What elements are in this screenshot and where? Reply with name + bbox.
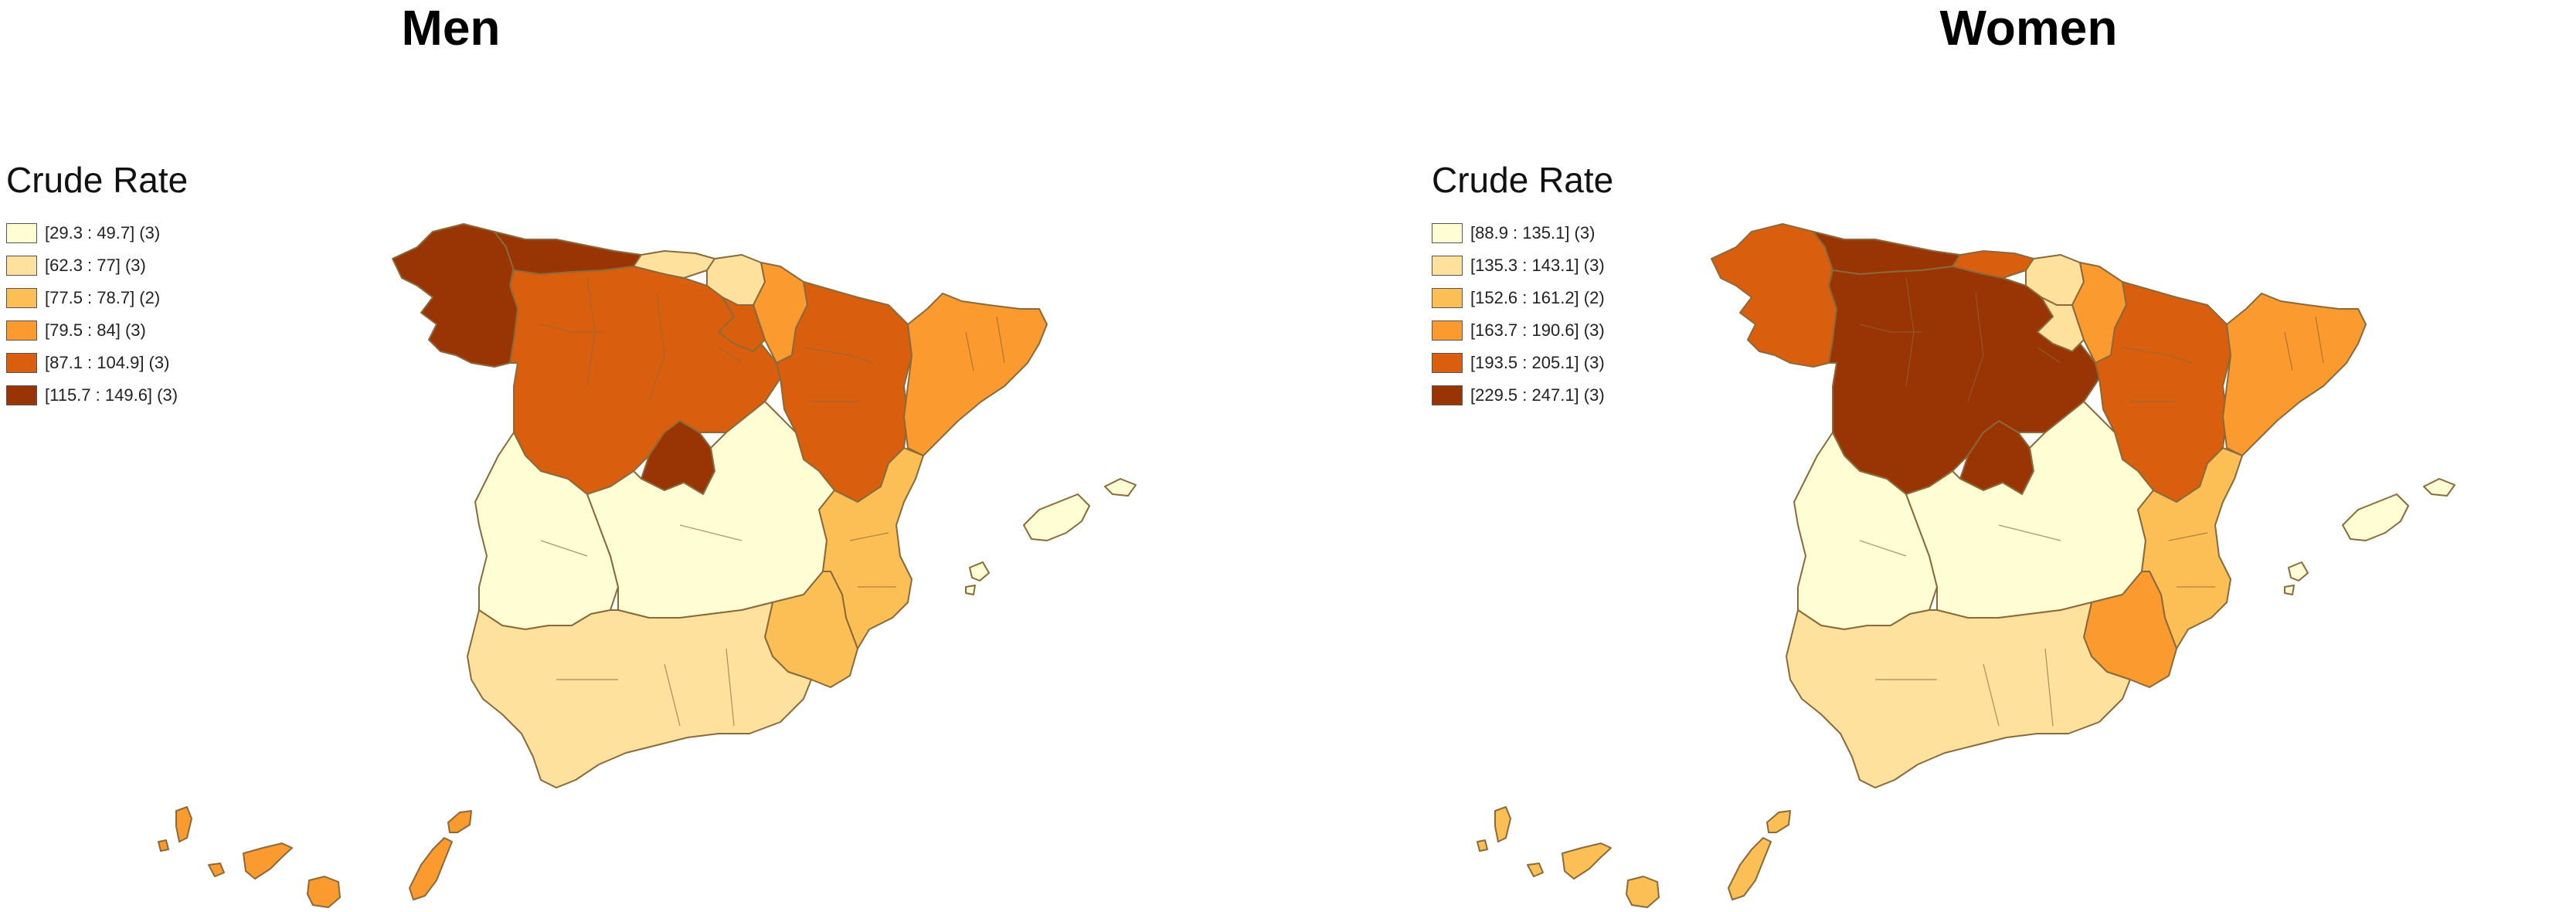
region-galicia [392,223,518,368]
women-legend-item: [229.5 : 247.1] (3) [1432,379,1613,412]
balearic-islands [965,478,1137,595]
legend-swatch [1432,385,1463,405]
men-map [158,223,1137,908]
canary-islands [158,806,472,908]
men-panel: Men Crude Rate [29.3 : 49.7] (3) [62.3 :… [6,0,1137,908]
province-borders [540,277,1005,727]
men-legend-title: Crude Rate [6,160,189,200]
legend-label: [77.5 : 78.7] (2) [45,288,161,307]
legend-swatch [6,385,37,405]
legend-swatch [1432,288,1463,308]
legend-label: [229.5 : 247.1] (3) [1470,385,1605,405]
women-legend-item: [88.9 : 135.1] (3) [1432,217,1613,249]
women-title: Women [1939,0,2118,56]
men-legend: Crude Rate [29.3 : 49.7] (3) [62.3 : 77]… [6,158,188,412]
men-title: Men [401,0,501,56]
region-andalusia [1786,602,2131,788]
region-catalonia [903,293,1048,456]
legend-swatch [1432,353,1463,373]
legend-swatch [6,320,37,341]
legend-swatch [1432,256,1463,276]
legend-label: [29.3 : 49.7] (3) [45,223,161,242]
region-valencia [2137,447,2243,649]
men-legend-item: [87.1 : 104.9] (3) [6,347,188,379]
legend-label: [115.7 : 149.6] (3) [45,385,178,405]
legend-label: [152.6 : 161.2] (2) [1470,288,1605,307]
women-panel: Women Crude Rate [88.9 : 135.1] (3) [135… [1288,0,2576,912]
balearic-islands [2284,478,2455,595]
women-map [1477,223,2455,908]
region-catalonia [2222,293,2367,456]
legend-label: [79.5 : 84] (3) [45,320,146,340]
legend-swatch [6,223,37,243]
legend-label: [193.5 : 205.1] (3) [1470,353,1605,372]
men-legend-item: [115.7 : 149.6] (3) [6,379,188,412]
canary-islands [1477,806,1791,908]
legend-swatch [6,353,37,373]
men-legend-item: [29.3 : 49.7] (3) [6,217,188,249]
women-legend: Crude Rate [88.9 : 135.1] (3) [135.3 : 1… [1432,158,1613,412]
region-la-rioja [718,297,766,352]
legend-label: [163.7 : 190.6] (3) [1470,320,1605,340]
region-galicia [1711,223,1837,368]
legend-label: [135.3 : 143.1] (3) [1470,256,1605,275]
women-legend-title: Crude Rate [1432,160,1614,200]
region-andalusia [467,602,812,788]
women-legend-item: [163.7 : 190.6] (3) [1432,314,1613,347]
legend-label: [88.9 : 135.1] (3) [1470,223,1596,242]
legend-swatch [6,288,37,308]
legend-swatch [1432,223,1463,243]
legend-label: [87.1 : 104.9] (3) [45,353,170,372]
legend-swatch [6,256,37,276]
region-valencia [818,447,924,649]
region-castilla-leon [509,266,781,495]
women-legend-item: [152.6 : 161.2] (2) [1432,282,1613,314]
men-legend-item: [77.5 : 78.7] (2) [6,282,188,314]
legend-label: [62.3 : 77] (3) [45,256,146,275]
women-legend-item: [135.3 : 143.1] (3) [1432,249,1613,282]
region-castilla-leon [1828,266,2100,495]
men-legend-item: [79.5 : 84] (3) [6,314,188,347]
region-la-rioja [2037,297,2085,352]
men-legend-item: [62.3 : 77] (3) [6,249,188,282]
legend-swatch [1432,320,1463,341]
province-borders [1859,277,2324,727]
women-legend-item: [193.5 : 205.1] (3) [1432,347,1613,379]
